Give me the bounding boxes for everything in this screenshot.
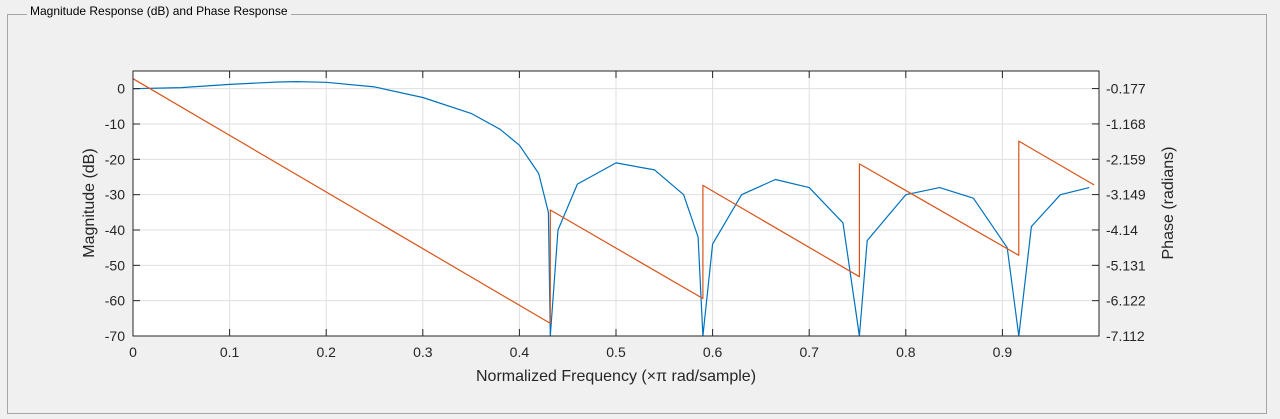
y-axis-right-label: Phase (radians) xyxy=(1160,147,1177,260)
x-tick-label: 0.2 xyxy=(316,344,336,360)
y-right-tick-label: -2.159 xyxy=(1106,151,1146,167)
phase-line xyxy=(132,78,1095,324)
y-right-tick-label: -5.131 xyxy=(1106,257,1146,273)
x-tick-label: 0.8 xyxy=(896,344,916,360)
y-right-tick-label: -1.168 xyxy=(1106,116,1146,132)
x-tick-label: 0.9 xyxy=(993,344,1013,360)
ticks: 0 0.1 0.2 0.3 0.4 0.5 0.6 0.7 0.8 0.9 0 -10 -20 -30 -4… xyxy=(105,71,1146,360)
x-axis-label: Normalized Frequency (×π rad/sample) xyxy=(476,368,756,385)
y-left-tick-label: -40 xyxy=(105,222,125,238)
magnitude-line xyxy=(132,80,1090,337)
x-tick-label: 0.4 xyxy=(510,344,530,360)
x-tick-label: 0.1 xyxy=(220,344,240,360)
y-left-tick-label: -20 xyxy=(105,151,125,167)
x-tick-label: 0.3 xyxy=(413,344,433,360)
panel-title: Magnitude Response (dB) and Phase Respon… xyxy=(27,4,291,18)
y-right-tick-label: -4.14 xyxy=(1106,222,1138,238)
y-right-tick-label: -3.149 xyxy=(1106,187,1146,203)
y-right-tick-label: -0.177 xyxy=(1106,81,1146,97)
y-left-tick-label: -60 xyxy=(105,293,125,309)
y-left-tick-label: -30 xyxy=(105,187,125,203)
y-left-tick-label: 0 xyxy=(117,81,125,97)
x-tick-label: 0.7 xyxy=(799,344,819,360)
series-group xyxy=(132,78,1095,337)
y-left-tick-label: -50 xyxy=(105,257,125,273)
panel-frame xyxy=(7,14,1267,414)
x-tick-label: 0.6 xyxy=(703,344,723,360)
y-left-tick-label: -70 xyxy=(105,328,125,344)
y-axis-left-label: Magnitude (dB) xyxy=(81,148,98,257)
x-tick-label: 0.5 xyxy=(606,344,626,360)
y-right-tick-label: -7.112 xyxy=(1106,328,1145,344)
y-right-tick-label: -6.122 xyxy=(1106,293,1146,309)
y-left-tick-label: -10 xyxy=(105,116,125,132)
x-tick-label: 0 xyxy=(129,344,137,360)
